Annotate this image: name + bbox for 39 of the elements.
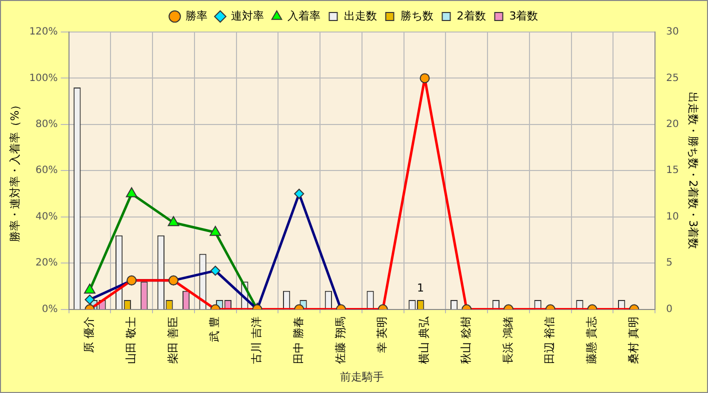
- y2-tick-label: 15: [666, 165, 679, 176]
- y-axis-title: 勝率・連対率・入着率（%）: [8, 99, 22, 242]
- x-tick-label: 長浜 鴻緒: [501, 316, 514, 364]
- y-tick-label: 0%: [42, 304, 58, 315]
- x-tick-label: 藤懸 貴志: [585, 316, 598, 364]
- y-tick-label: 80%: [36, 119, 58, 130]
- x-axis-title: 前走騎手: [340, 370, 384, 384]
- x-tick-label: 武 豊: [208, 316, 222, 342]
- legend-label: 出走数: [344, 9, 377, 22]
- x-tick-label: 秋山 稔樹: [459, 316, 472, 364]
- y2-tick-label: 30: [666, 26, 679, 38]
- y-tick-label: 20%: [36, 258, 58, 269]
- data-label: 1: [417, 281, 424, 294]
- y-tick-label: 60%: [36, 165, 58, 176]
- legend-label: 連対率: [230, 9, 264, 22]
- y-tick-label: 100%: [29, 72, 58, 84]
- x-tick-label: 山田 敬士: [124, 316, 138, 364]
- legend-label: 入着率: [287, 9, 320, 22]
- x-tick-label: 田中 勝春: [292, 316, 305, 364]
- x-tick-label: 柴田 善臣: [166, 316, 180, 364]
- y-tick-label: 40%: [36, 211, 58, 222]
- x-tick-label: 古川 吉洋: [250, 316, 264, 364]
- x-tick-label: 田辺 裕信: [543, 316, 556, 364]
- legend-label: 2着数: [456, 9, 486, 22]
- x-tick-label: 佐藤 翔馬: [334, 316, 347, 364]
- y2-tick-label: 0: [666, 304, 672, 315]
- y-tick-label: 120%: [29, 26, 58, 38]
- y2-tick-label: 25: [666, 72, 679, 84]
- x-tick-label: 横山 典弘: [418, 315, 431, 364]
- x-tick-label: 幸 英明: [376, 316, 389, 353]
- x-tick-label: 桑村 真明: [626, 316, 640, 364]
- legend-label: 勝率: [185, 9, 208, 22]
- y2-tick-label: 20: [666, 119, 679, 130]
- y2-tick-label: 10: [666, 211, 679, 222]
- y2-tick-label: 5: [666, 258, 672, 269]
- legend-label: 3着数: [509, 9, 538, 22]
- y2-axis-title: 出走数・勝ち数・2着数・3着数: [686, 92, 700, 250]
- x-tick-label: 原 優介: [82, 316, 96, 353]
- legend-label: 勝ち数: [400, 9, 434, 22]
